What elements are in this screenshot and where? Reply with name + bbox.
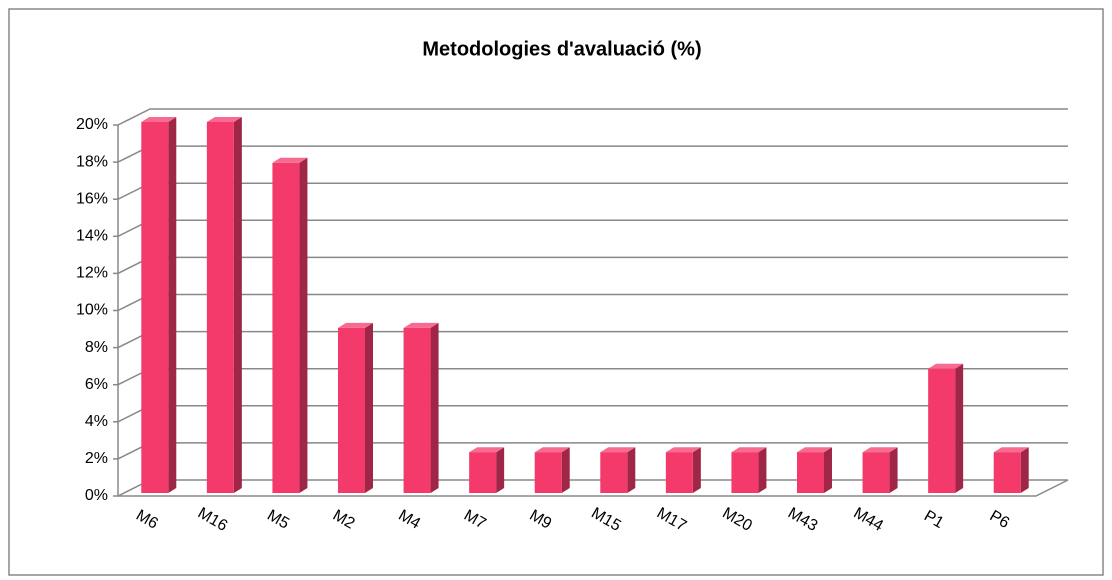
bar [338,322,373,493]
bar-top [862,447,898,453]
bar-top [403,322,439,328]
bar [403,322,439,493]
bar-side [627,447,636,493]
bar [731,447,767,493]
bar-top [469,447,505,453]
bar [272,157,308,493]
bar-top [731,447,767,453]
y-tick-label: 14% [76,228,108,245]
bar [993,447,1029,493]
bar [797,447,832,493]
y-tick-label: 20% [76,116,108,133]
bar-side [561,447,570,493]
y-tick-label: 8% [85,339,108,356]
y-tick-label: 18% [76,153,108,170]
bar-side [233,117,242,493]
bar-side [889,447,898,493]
bar-side [496,447,505,493]
bar-front [403,327,431,493]
y-tick-label: 0% [85,487,108,504]
bar-top [272,157,308,163]
bar-front [731,452,759,493]
bar-top [600,447,636,453]
bar-front [534,452,562,493]
bar-front [862,452,890,493]
y-tick-label: 10% [76,302,108,319]
grid-line [117,108,1068,126]
bar-front [338,327,365,493]
bar [534,447,570,493]
bar-top [993,447,1029,453]
bar-top [534,447,570,453]
bar [141,117,177,493]
y-tick-label: 2% [85,450,108,467]
y-tick-label: 6% [85,376,108,393]
bar-top [665,447,701,453]
bar-side [299,157,308,493]
bar [206,117,242,493]
y-tick-label: 16% [76,190,108,207]
bar-front [665,452,693,493]
bar-front [469,452,497,493]
bar [862,447,898,493]
bar [469,447,505,493]
bar-top [928,363,964,369]
bar-front [797,452,824,493]
y-tick-label: 4% [85,413,108,430]
bar-top [141,117,177,122]
bar-side [824,447,832,493]
bar-top [206,117,242,122]
bar-side [758,447,767,493]
y-tick-label: 12% [76,265,108,282]
bar-side [955,363,964,493]
bar [665,447,701,493]
bar [600,447,636,493]
bar-front [928,368,956,493]
bar [928,363,964,493]
bar-side [365,322,373,493]
bar-side [168,117,177,493]
bar-top [338,322,373,328]
bar-top [797,447,832,453]
bar-front [600,452,628,493]
bar-side [430,322,439,493]
bar-front [141,122,169,493]
floor-edge [118,479,1069,497]
bar-front [993,452,1021,493]
bar-side [1020,447,1029,493]
bar-front [206,122,234,493]
chart-title: Metodologies d'avaluació (%) [422,38,701,60]
bar-side [692,447,701,493]
bar-front [272,162,300,493]
